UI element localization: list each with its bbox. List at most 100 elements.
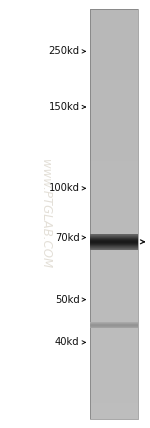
Bar xyxy=(90,148,138,150)
Bar xyxy=(90,269,138,270)
Bar xyxy=(90,396,138,398)
Bar xyxy=(90,122,138,124)
Bar xyxy=(90,205,138,206)
Bar xyxy=(90,22,138,24)
Bar xyxy=(90,66,138,68)
Bar xyxy=(90,321,138,322)
Bar xyxy=(90,288,138,289)
Bar xyxy=(90,359,138,360)
Bar xyxy=(90,295,138,296)
Bar xyxy=(90,40,138,42)
Bar xyxy=(90,65,138,66)
Bar xyxy=(90,221,138,222)
Bar xyxy=(90,281,138,282)
Bar xyxy=(90,29,138,30)
Bar xyxy=(90,147,138,148)
Bar xyxy=(90,254,138,255)
Bar xyxy=(90,152,138,154)
Bar xyxy=(90,42,138,43)
Bar xyxy=(90,373,138,374)
Bar xyxy=(90,351,138,352)
Bar xyxy=(90,106,138,107)
Bar xyxy=(90,162,138,163)
Bar xyxy=(90,392,138,393)
Bar xyxy=(90,403,138,404)
Bar xyxy=(90,44,138,45)
Bar xyxy=(90,255,138,256)
Bar xyxy=(90,102,138,103)
Bar xyxy=(90,55,138,56)
Bar xyxy=(90,95,138,96)
Bar xyxy=(90,277,138,278)
Bar xyxy=(90,104,138,106)
Bar xyxy=(90,408,138,410)
Bar xyxy=(90,344,138,345)
Bar xyxy=(90,372,138,373)
Bar xyxy=(90,211,138,213)
Bar xyxy=(90,336,138,337)
Bar xyxy=(90,251,138,253)
Bar xyxy=(90,207,138,208)
Bar xyxy=(90,367,138,369)
Bar xyxy=(90,259,138,261)
Bar xyxy=(90,289,138,291)
Bar xyxy=(90,45,138,47)
Bar xyxy=(90,85,138,86)
Bar xyxy=(90,126,138,128)
Bar xyxy=(90,339,138,340)
Bar xyxy=(90,280,138,281)
Text: 50kd: 50kd xyxy=(55,294,80,305)
Bar xyxy=(90,117,138,118)
Bar xyxy=(90,306,138,307)
Bar xyxy=(90,330,138,332)
Bar xyxy=(90,10,138,11)
Bar xyxy=(90,398,138,399)
Bar xyxy=(90,184,138,185)
Bar xyxy=(90,276,138,277)
Bar xyxy=(90,118,138,119)
Bar xyxy=(90,229,138,230)
Bar xyxy=(90,62,138,63)
Bar xyxy=(90,169,138,170)
Bar xyxy=(90,355,138,357)
Bar xyxy=(90,159,138,160)
Bar xyxy=(90,328,138,329)
Text: 250kd: 250kd xyxy=(48,46,80,56)
Bar xyxy=(90,383,138,384)
Bar xyxy=(90,198,138,199)
Bar xyxy=(90,177,138,178)
Bar xyxy=(90,218,138,220)
Bar xyxy=(90,319,138,321)
Bar xyxy=(90,28,138,29)
Bar xyxy=(90,20,138,21)
Bar xyxy=(90,314,138,315)
Bar xyxy=(90,27,138,28)
Bar xyxy=(90,191,138,192)
Bar xyxy=(90,158,138,159)
Bar xyxy=(90,78,138,80)
Bar xyxy=(90,17,138,18)
Bar xyxy=(90,14,138,15)
Bar xyxy=(90,418,138,419)
Bar xyxy=(90,297,138,299)
Bar xyxy=(90,337,138,339)
Bar xyxy=(90,240,138,241)
Bar xyxy=(90,380,138,381)
Bar xyxy=(90,247,138,248)
Bar xyxy=(90,144,138,146)
Bar xyxy=(90,365,138,366)
Bar xyxy=(90,210,138,211)
Bar xyxy=(90,13,138,14)
Bar xyxy=(90,246,138,247)
Bar xyxy=(90,77,138,78)
Bar xyxy=(90,232,138,233)
Bar xyxy=(90,32,138,33)
Bar xyxy=(90,140,138,141)
Bar xyxy=(90,304,138,306)
Bar xyxy=(90,389,138,391)
Bar xyxy=(90,163,138,165)
Bar xyxy=(90,384,138,385)
Bar xyxy=(90,199,138,200)
Bar xyxy=(90,273,138,274)
Bar xyxy=(90,116,138,117)
